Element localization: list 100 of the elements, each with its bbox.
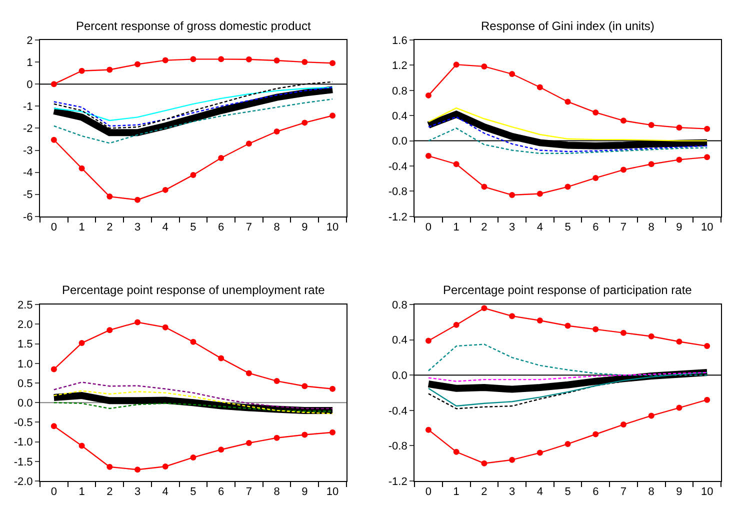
point	[564, 184, 571, 190]
y-tick-label: -1.5	[14, 456, 33, 468]
point	[453, 322, 460, 328]
point	[648, 161, 654, 168]
line-series	[428, 116, 708, 152]
x-tick-label: 6	[592, 222, 599, 234]
point	[592, 326, 599, 332]
point	[592, 174, 599, 181]
point	[620, 118, 626, 124]
point	[190, 338, 196, 345]
y-tick-label: -0.5	[14, 417, 33, 430]
point	[218, 154, 224, 161]
point	[704, 396, 710, 403]
y-tick-label: 0.0	[18, 397, 33, 410]
line-series	[53, 382, 334, 410]
point	[425, 92, 432, 98]
y-tick-label: -1.2	[388, 211, 408, 224]
y-tick-label: -6	[23, 211, 33, 224]
point	[648, 333, 654, 340]
point	[162, 464, 168, 470]
x-tick-label: 5	[564, 486, 571, 498]
point	[330, 60, 336, 66]
point	[302, 383, 308, 390]
y-tick-label: 0.4	[392, 110, 408, 122]
x-tick-label: 2	[481, 486, 488, 498]
point	[564, 98, 571, 105]
point	[50, 81, 57, 88]
x-tick-label: 7	[620, 222, 627, 234]
x-tick-label: 9	[676, 486, 682, 498]
y-tick-label: 1.2	[392, 60, 408, 72]
point	[425, 338, 432, 344]
chart-title: Percentage point response of participation rate	[443, 283, 692, 297]
point	[453, 161, 460, 168]
x-tick-label: 1	[78, 486, 85, 498]
line-series	[428, 372, 708, 382]
point	[592, 109, 599, 116]
x-tick-label: 2	[106, 486, 113, 498]
point	[330, 112, 336, 119]
x-tick-label: 10	[700, 486, 714, 498]
y-tick-label: 1.5	[18, 338, 33, 351]
point	[246, 370, 252, 376]
y-tick-label: 0.4	[392, 334, 408, 347]
point	[564, 322, 571, 329]
x-tick-label: 1	[453, 222, 460, 234]
point	[481, 305, 488, 312]
point	[190, 172, 196, 178]
point	[106, 66, 113, 73]
line-series	[428, 128, 708, 154]
point	[425, 426, 432, 433]
point	[648, 412, 654, 419]
y-tick-label: -1	[23, 101, 33, 113]
point	[106, 464, 113, 470]
point	[425, 152, 432, 159]
point	[78, 68, 85, 74]
y-tick-label: -5	[23, 189, 33, 202]
x-tick-label: 5	[564, 222, 571, 234]
x-tick-label: 3	[508, 222, 516, 234]
point	[218, 446, 224, 453]
point	[274, 128, 280, 135]
y-tick-label: -0.4	[388, 405, 408, 418]
point	[134, 319, 141, 326]
point	[78, 340, 85, 346]
y-tick-label: 1	[26, 56, 33, 69]
x-tick-label: 7	[246, 222, 252, 234]
point	[509, 313, 516, 320]
point	[564, 440, 571, 447]
point	[620, 422, 626, 428]
x-tick-label: 0	[425, 222, 432, 234]
y-tick-label: -2.0	[14, 476, 33, 488]
x-tick-label: 8	[648, 222, 654, 234]
point	[50, 423, 57, 430]
x-tick-label: 9	[302, 222, 308, 234]
point	[274, 434, 280, 441]
point	[704, 343, 710, 350]
point	[453, 448, 460, 455]
point	[134, 466, 141, 473]
point	[134, 61, 141, 68]
point	[620, 330, 626, 336]
point	[302, 432, 308, 438]
point	[481, 460, 488, 466]
x-tick-label: 6	[592, 486, 599, 498]
y-tick-label: 2	[26, 34, 33, 47]
x-tick-label: 4	[536, 222, 543, 234]
x-tick-label: 3	[134, 486, 141, 498]
point	[676, 338, 682, 345]
point	[453, 62, 460, 68]
point	[509, 456, 516, 463]
point	[509, 192, 516, 198]
point	[246, 140, 252, 147]
x-tick-label: 0	[50, 222, 57, 234]
point	[106, 327, 113, 334]
point	[330, 429, 336, 436]
x-tick-label: 1	[453, 486, 460, 498]
point	[302, 120, 308, 126]
point	[162, 57, 168, 64]
x-tick-label: 9	[676, 222, 682, 234]
x-tick-label: 7	[246, 486, 252, 498]
point	[302, 59, 308, 66]
point	[106, 194, 113, 200]
y-tick-label: 1.6	[392, 34, 408, 47]
